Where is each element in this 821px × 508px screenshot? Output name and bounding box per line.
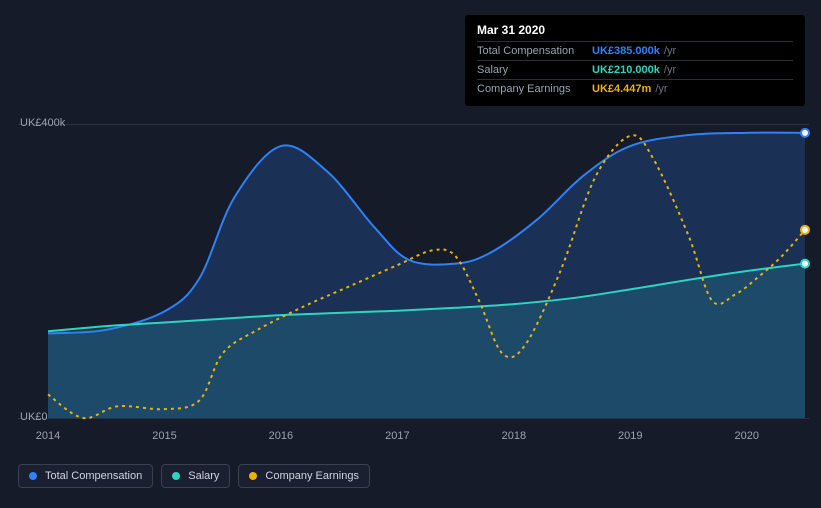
tooltip-row: SalaryUK£210.000k/yr: [477, 60, 793, 79]
legend-item[interactable]: Company Earnings: [238, 464, 370, 488]
tooltip-row-value: UK£210.000k: [592, 64, 660, 76]
tooltip-row-unit: /yr: [664, 64, 676, 76]
tooltip-row-value: UK£385.000k: [592, 45, 660, 57]
tooltip-row-label: Salary: [477, 64, 592, 76]
tooltip-row-unit: /yr: [664, 45, 676, 57]
tooltip-row-value: UK£4.447m: [592, 83, 651, 95]
legend: Total Compensation Salary Company Earnings: [18, 464, 370, 488]
legend-item[interactable]: Total Compensation: [18, 464, 153, 488]
legend-dot: [249, 472, 257, 480]
tooltip: Mar 31 2020 Total CompensationUK£385.000…: [465, 15, 805, 106]
tooltip-row: Total CompensationUK£385.000k/yr: [477, 41, 793, 60]
x-tick-label: 2019: [618, 430, 642, 442]
end-marker-salary: [801, 260, 809, 268]
legend-dot: [172, 472, 180, 480]
x-tick-label: 2014: [36, 430, 60, 442]
x-axis-labels: 2014 2015 2016 2017 2018 2019 2020: [0, 430, 821, 450]
x-tick-label: 2016: [269, 430, 293, 442]
end-marker-earnings: [801, 226, 809, 234]
legend-label: Salary: [188, 470, 219, 482]
end-marker-total: [801, 129, 809, 137]
total-comp-area: [48, 133, 805, 418]
legend-dot: [29, 472, 37, 480]
chart-container: UK£0UK£400k 2014201520162017201820192020…: [0, 0, 821, 508]
x-tick-label: 2018: [502, 430, 526, 442]
tooltip-date: Mar 31 2020: [477, 23, 793, 37]
x-tick-label: 2020: [735, 430, 759, 442]
x-tick-label: 2017: [385, 430, 409, 442]
tooltip-row-label: Total Compensation: [477, 45, 592, 57]
tooltip-row: Company EarningsUK£4.447m/yr: [477, 79, 793, 98]
legend-label: Company Earnings: [265, 470, 359, 482]
x-tick-label: 2015: [152, 430, 176, 442]
legend-label: Total Compensation: [45, 470, 142, 482]
tooltip-row-label: Company Earnings: [477, 83, 592, 95]
legend-item[interactable]: Salary: [161, 464, 230, 488]
tooltip-row-unit: /yr: [655, 83, 667, 95]
